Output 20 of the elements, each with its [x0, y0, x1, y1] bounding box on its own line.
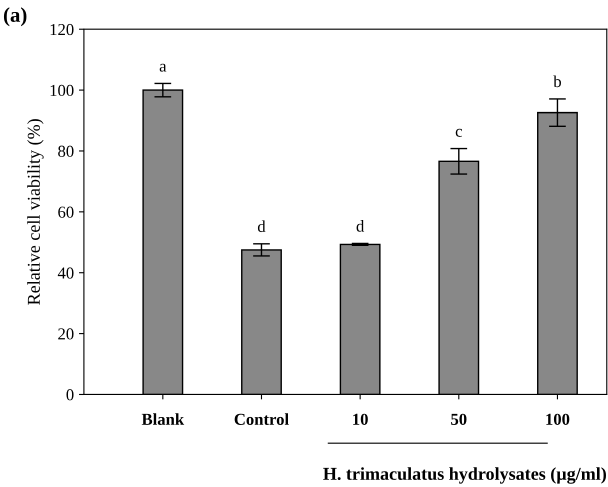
x-tick-label: Blank: [142, 413, 184, 425]
text: (a): [4, 7, 26, 26]
y-axis-title: Relative cell viability (%): [27, 119, 44, 305]
x-tick-label: 50: [451, 414, 466, 425]
y-tick-label: 120: [50, 24, 74, 36]
y-tick-label: 80: [58, 146, 74, 157]
y-tick-label: 20: [58, 328, 74, 340]
annotation: b: [553, 75, 561, 88]
annotation: d: [356, 220, 364, 232]
x-tick-label: Control: [234, 413, 289, 425]
y-tick-label: 60: [58, 206, 74, 218]
y-tick-label: 100: [50, 84, 74, 96]
annotation: a: [160, 64, 166, 72]
annotation: c: [456, 128, 462, 137]
x-tick-label: 100: [546, 414, 570, 425]
x-axis-title: H. trimaculatus hydrolysates (µg/ml): [323, 467, 606, 484]
x-tick-label: 10: [353, 414, 368, 425]
y-tick-label: 40: [58, 267, 74, 279]
y-tick-label: 0: [66, 389, 74, 400]
annotation: d: [258, 220, 266, 232]
